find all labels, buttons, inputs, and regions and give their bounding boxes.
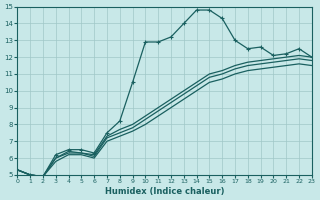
X-axis label: Humidex (Indice chaleur): Humidex (Indice chaleur) bbox=[105, 187, 224, 196]
